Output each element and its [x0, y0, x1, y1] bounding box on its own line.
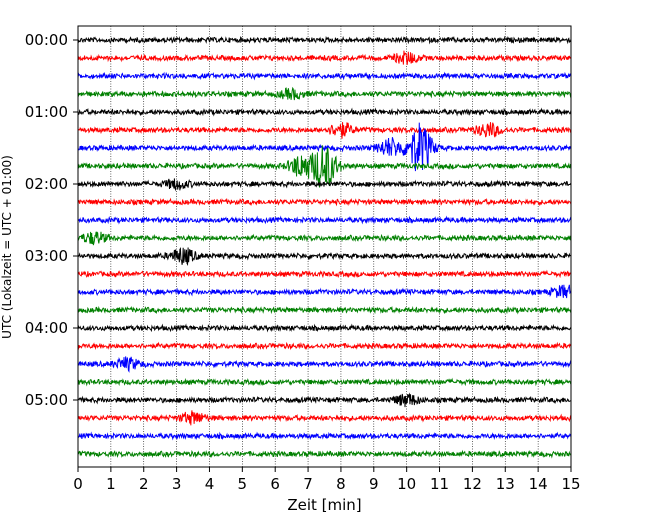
y-tick-label: 01:00 [25, 103, 68, 121]
x-tick-label: 4 [205, 475, 215, 493]
trace-0500 [77, 392, 572, 408]
x-tick-label: 11 [430, 475, 449, 493]
trace-0430 [77, 356, 572, 373]
x-tick-label: 13 [496, 475, 515, 493]
trace-0330 [77, 284, 572, 299]
x-tick-label: 0 [73, 475, 83, 493]
trace-0445 [77, 377, 572, 387]
trace-0100 [77, 107, 572, 117]
x-tick-label: 15 [561, 475, 580, 493]
x-tick-label: 2 [139, 475, 149, 493]
trace-0545 [77, 449, 572, 459]
x-tick-label: 8 [336, 475, 346, 493]
trace-0515 [77, 410, 572, 426]
trace-0030 [77, 71, 572, 81]
trace-0300 [77, 247, 572, 267]
trace-0400 [77, 323, 572, 333]
trace-0145 [77, 145, 572, 188]
x-tick-label: 5 [238, 475, 248, 493]
x-tick-label: 10 [397, 475, 416, 493]
trace-0000 [77, 35, 572, 45]
x-axis-label: Zeit [min] [287, 496, 361, 514]
x-tick-label: 1 [106, 475, 116, 493]
y-axis-label: UTC (Lokalzeit = UTC + 01:00) [0, 155, 14, 339]
trace-0315 [77, 269, 572, 279]
y-tick-label: 04:00 [25, 319, 68, 337]
trace-0015 [77, 50, 572, 65]
x-tick-label: 3 [172, 475, 182, 493]
trace-0230 [77, 215, 572, 225]
y-tick-label: 02:00 [25, 175, 68, 193]
x-tick-label: 14 [529, 475, 548, 493]
x-tick-label: 7 [303, 475, 313, 493]
trace-0200 [77, 178, 572, 192]
trace-0215 [77, 197, 572, 207]
y-axis-ticks: 00:00 01:00 02:00 03:00 04:00 05:00 [25, 31, 78, 409]
x-axis-ticks: 0 1 2 3 4 5 6 7 8 9 10 11 12 13 14 15 [73, 467, 581, 493]
trace-0415 [77, 341, 572, 351]
y-tick-label: 03:00 [25, 247, 68, 265]
trace-0130 [77, 122, 572, 172]
y-tick-label: 00:00 [25, 31, 68, 49]
x-tick-label: 12 [463, 475, 482, 493]
trace-0115 [77, 122, 572, 139]
trace-0045 [77, 86, 572, 101]
x-tick-label: 6 [270, 475, 280, 493]
y-tick-label: 05:00 [25, 391, 68, 409]
x-tick-label: 9 [369, 475, 379, 493]
trace-0345 [77, 305, 572, 315]
trace-0245 [77, 231, 572, 246]
trace-0530 [77, 431, 572, 441]
seismogram-traces [77, 35, 572, 459]
plot-area-frame [77, 25, 572, 468]
grid-lines [110, 26, 539, 467]
